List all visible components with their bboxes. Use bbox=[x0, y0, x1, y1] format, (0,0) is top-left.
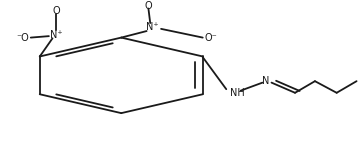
Text: O: O bbox=[52, 6, 60, 16]
Text: N: N bbox=[262, 76, 270, 86]
Text: ⁻O: ⁻O bbox=[16, 33, 29, 43]
Text: O: O bbox=[144, 1, 152, 11]
Text: O⁻: O⁻ bbox=[205, 33, 217, 43]
Text: N⁺: N⁺ bbox=[50, 30, 62, 40]
Text: N⁺: N⁺ bbox=[146, 22, 158, 32]
Text: NH: NH bbox=[230, 88, 245, 98]
